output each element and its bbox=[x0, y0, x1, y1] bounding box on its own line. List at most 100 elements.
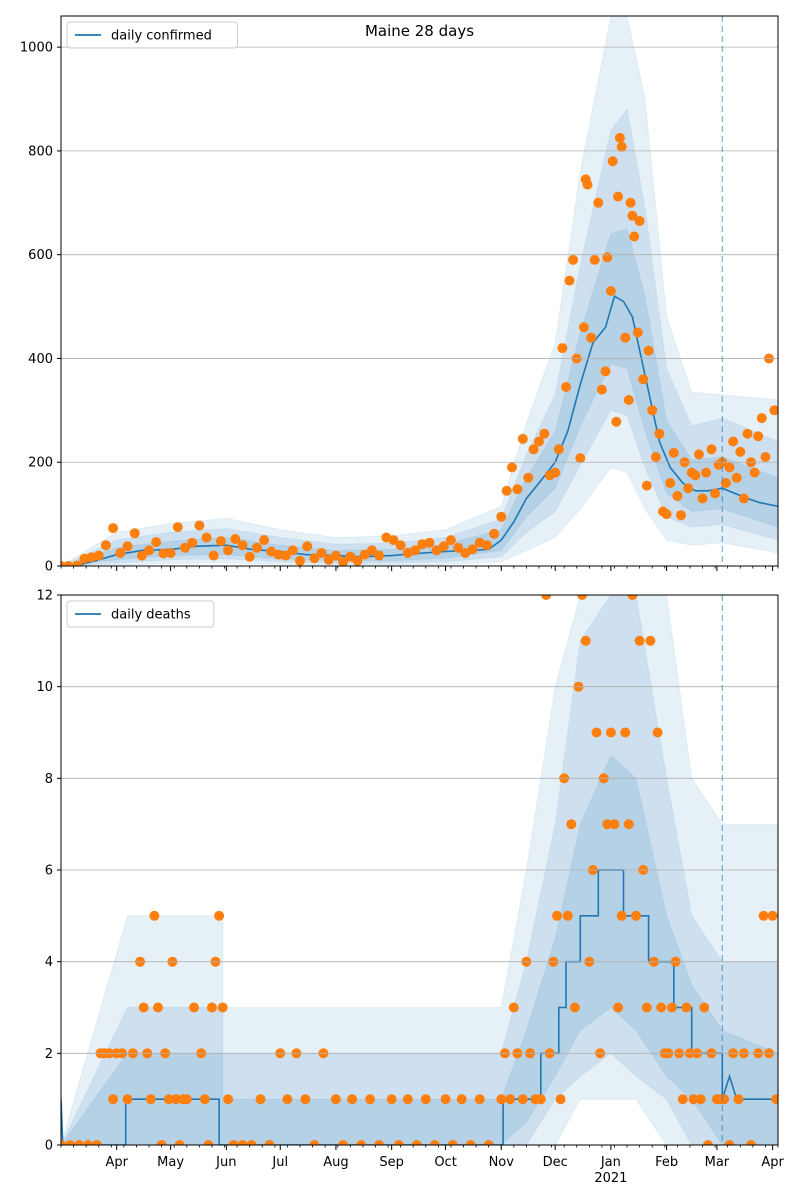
observation-point bbox=[602, 819, 613, 830]
confirmed-chart-panel: 0 200 400 600 800 1000 daily confirmed Maine 28… bbox=[20, 15, 779, 575]
observation-point bbox=[91, 1140, 102, 1145]
observation-point bbox=[230, 534, 241, 544]
observation-point bbox=[282, 1094, 293, 1105]
observation-point bbox=[496, 1094, 507, 1105]
observation-point bbox=[302, 541, 313, 552]
x-tick-label: May bbox=[157, 1155, 184, 1170]
observation-point bbox=[129, 528, 140, 539]
observation-point bbox=[496, 511, 507, 522]
x-tick-label: Aug bbox=[323, 1155, 348, 1170]
observation-point bbox=[539, 428, 550, 439]
observation-point bbox=[74, 1140, 84, 1145]
observation-point bbox=[586, 332, 597, 343]
deaths-chart-panel: 0 2 4 6 8 10 12 Apr May Jun Jul Aug Sep Oct Nov Dec Jan F… bbox=[36, 589, 784, 1187]
observation-point bbox=[719, 1094, 730, 1105]
legend-label: daily deaths bbox=[111, 608, 191, 623]
observation-point bbox=[181, 1094, 192, 1105]
observation-point bbox=[632, 327, 643, 338]
chart-title: Maine 28 days bbox=[365, 22, 474, 40]
observation-point bbox=[156, 1140, 167, 1145]
x-tick-label: Oct bbox=[434, 1155, 456, 1170]
y-tick-label: 0 bbox=[45, 560, 53, 575]
observation-point bbox=[63, 561, 74, 566]
observation-point bbox=[199, 1094, 210, 1105]
observation-point bbox=[456, 1094, 467, 1105]
observation-point bbox=[683, 483, 694, 494]
observation-point bbox=[582, 179, 593, 190]
observation-point bbox=[629, 231, 640, 242]
observation-point bbox=[756, 413, 767, 424]
observation-point bbox=[165, 548, 176, 558]
observation-point bbox=[237, 1140, 248, 1145]
observation-point bbox=[517, 433, 528, 444]
x-tick-label: Dec bbox=[543, 1155, 568, 1170]
observation-point bbox=[366, 545, 377, 556]
observation-point bbox=[720, 478, 731, 488]
observation-point bbox=[661, 509, 672, 520]
observation-point bbox=[607, 156, 618, 167]
observation-point bbox=[614, 132, 625, 143]
observation-point bbox=[83, 1140, 93, 1145]
observation-point bbox=[386, 1094, 397, 1105]
observation-point bbox=[259, 535, 270, 546]
observation-point bbox=[180, 542, 190, 553]
y-tick-label: 600 bbox=[28, 248, 53, 263]
observation-point bbox=[223, 1094, 234, 1105]
observation-point bbox=[528, 444, 539, 455]
observation-point bbox=[122, 1094, 133, 1105]
observation-point bbox=[108, 523, 119, 534]
observation-point bbox=[295, 555, 305, 566]
observation-point bbox=[505, 1094, 516, 1105]
observation-point bbox=[702, 1140, 713, 1145]
observation-point bbox=[402, 1094, 413, 1105]
observation-point bbox=[151, 537, 162, 548]
observation-point bbox=[65, 1140, 75, 1145]
observation-point bbox=[568, 254, 579, 265]
observation-point bbox=[474, 1094, 485, 1105]
observation-point bbox=[690, 470, 701, 481]
observation-point bbox=[631, 910, 641, 921]
legend: daily confirmed bbox=[66, 21, 238, 49]
observation-point bbox=[566, 819, 577, 830]
observation-point bbox=[695, 1094, 706, 1105]
observation-point bbox=[569, 1002, 580, 1013]
observation-point bbox=[645, 635, 656, 646]
observation-point bbox=[255, 1094, 266, 1105]
observation-point bbox=[613, 191, 624, 202]
observation-point bbox=[61, 1140, 66, 1145]
observation-point bbox=[309, 553, 320, 564]
observation-point bbox=[158, 548, 169, 559]
observation-point bbox=[613, 1002, 624, 1013]
observation-point bbox=[136, 550, 147, 561]
observation-point bbox=[634, 635, 645, 646]
observation-point bbox=[189, 1002, 199, 1013]
observation-point bbox=[699, 1002, 710, 1013]
observation-point bbox=[623, 819, 634, 830]
x-tick-label: Feb bbox=[655, 1155, 678, 1170]
y-tick-label: 10 bbox=[36, 680, 53, 695]
observation-point bbox=[395, 540, 406, 551]
observation-point bbox=[388, 535, 399, 546]
observation-point bbox=[100, 540, 111, 551]
observation-point bbox=[223, 545, 234, 556]
observation-point bbox=[300, 1094, 311, 1105]
observation-point bbox=[411, 1140, 422, 1145]
band-outer-uncertainty-band bbox=[61, 16, 778, 566]
observation-point bbox=[215, 536, 226, 547]
observation-point bbox=[429, 1140, 440, 1145]
observation-point bbox=[217, 1002, 228, 1013]
observation-point bbox=[535, 1094, 546, 1105]
observation-point bbox=[706, 444, 717, 455]
observation-point bbox=[356, 1140, 367, 1145]
observation-point bbox=[710, 488, 721, 499]
x-tick-label: Jan bbox=[600, 1155, 621, 1170]
observation-point bbox=[420, 1094, 431, 1105]
observation-point bbox=[280, 550, 291, 561]
observation-point bbox=[625, 197, 636, 208]
observation-point bbox=[602, 252, 613, 263]
observation-point bbox=[647, 405, 658, 416]
observation-point bbox=[206, 1002, 217, 1013]
observation-point bbox=[605, 286, 616, 296]
observation-point bbox=[338, 1140, 349, 1145]
